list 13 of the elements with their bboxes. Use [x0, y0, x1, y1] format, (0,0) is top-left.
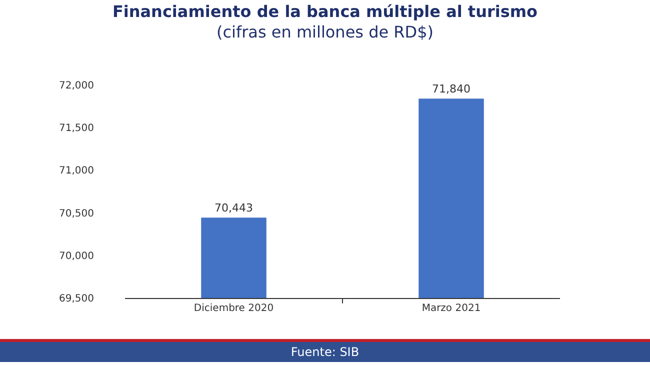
chart-subtitle: (cifras en millones de RD$)	[216, 22, 434, 42]
data-label: 71,840	[432, 82, 471, 96]
x-tick-label: Marzo 2021	[422, 303, 481, 314]
y-tick-label: 70,500	[59, 208, 94, 220]
source-note: Fuente: SIB	[290, 345, 360, 359]
data-label: 70,443	[214, 202, 254, 215]
y-tick-label: 69,500	[59, 294, 94, 304]
y-tick-label: 72,000	[59, 80, 94, 92]
y-tick-label: 71,500	[59, 123, 94, 134]
y-tick-label: 71,000	[59, 166, 94, 177]
y-tick-label: 70,000	[59, 250, 94, 262]
chart-title: Financiamiento de la banca múltiple al turismo	[112, 2, 538, 21]
x-tick-label: Diciembre 2020	[194, 303, 274, 314]
